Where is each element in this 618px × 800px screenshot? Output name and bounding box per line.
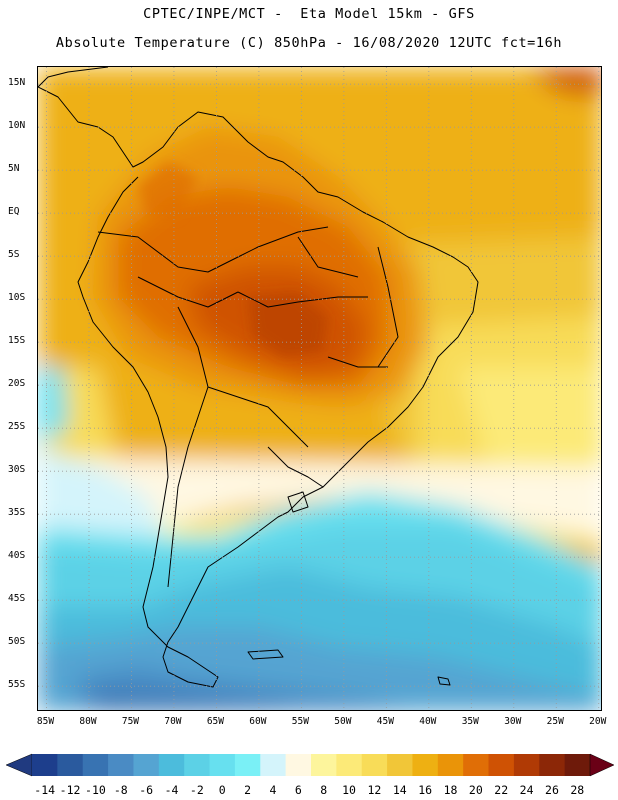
color-scale-bar bbox=[5, 753, 615, 777]
colorbar-swatch bbox=[260, 754, 287, 776]
colorbar-swatch bbox=[133, 754, 160, 776]
border-brazil-bolivia bbox=[237, 291, 368, 308]
colorbar-swatch bbox=[57, 754, 84, 776]
lat-tick-label: 40S bbox=[8, 550, 26, 562]
colorbar-label: -8 bbox=[113, 783, 128, 797]
colorbar-label: 2 bbox=[244, 783, 252, 797]
colorbar-swatch bbox=[158, 754, 185, 776]
lat-tick-label: 45S bbox=[8, 593, 26, 605]
field-ne-corner bbox=[528, 67, 601, 97]
colorbar-swatch bbox=[32, 754, 58, 776]
colorbar-swatch bbox=[387, 754, 413, 776]
colorbar-label: 4 bbox=[269, 783, 277, 797]
colorbar-label: 26 bbox=[545, 783, 559, 797]
colorbar-swatch bbox=[564, 754, 591, 776]
colorbar-swatch bbox=[437, 754, 464, 776]
lat-tick-label: 10S bbox=[8, 292, 26, 304]
colorbar-swatch bbox=[285, 754, 312, 776]
colorbar-label: -4 bbox=[164, 783, 179, 797]
colorbar-swatch bbox=[234, 754, 261, 776]
colorbar-swatch bbox=[412, 754, 439, 776]
lon-tick-label: 60W bbox=[249, 716, 267, 727]
colorbar-label: 16 bbox=[418, 783, 433, 797]
border-north bbox=[97, 226, 329, 273]
colorbar-swatch bbox=[361, 754, 388, 776]
title-line-2: Absolute Temperature (C) 850hPa - 16/08/… bbox=[55, 35, 563, 51]
lat-tick-label: 25S bbox=[8, 421, 26, 433]
colorbar-label: 24 bbox=[519, 783, 534, 797]
field-band-24 bbox=[248, 292, 328, 357]
lat-tick-label: 30S bbox=[8, 464, 26, 476]
lon-tick-label: 25W bbox=[546, 716, 564, 727]
lon-tick-label: 45W bbox=[376, 716, 394, 727]
map-panel bbox=[37, 66, 602, 711]
lat-tick-label: 55S bbox=[8, 679, 26, 691]
temperature-map bbox=[38, 67, 601, 710]
lat-tick-label: EQ bbox=[8, 206, 20, 218]
border-brazil-state-2 bbox=[297, 236, 359, 278]
colorbar-label: -10 bbox=[85, 783, 106, 797]
colorbar-label: 22 bbox=[494, 783, 509, 797]
colorbar-label: -14 bbox=[34, 783, 56, 797]
colorbar-swatch bbox=[488, 754, 515, 776]
colorbar-label: 14 bbox=[392, 783, 407, 797]
colorbar-swatch bbox=[311, 754, 337, 776]
colorbar-swatch bbox=[184, 754, 211, 776]
border-brazil-state-1 bbox=[377, 246, 399, 368]
colorbar-label: 8 bbox=[320, 783, 328, 797]
lon-tick-label: 85W bbox=[36, 716, 55, 727]
lon-tick-label: 55W bbox=[291, 716, 309, 727]
colorbar-label: -2 bbox=[189, 783, 204, 797]
colorbar-swatch bbox=[513, 754, 540, 776]
lon-tick-label: 70W bbox=[164, 716, 182, 727]
colorbar-label: 10 bbox=[342, 783, 356, 797]
colorbar-label: 18 bbox=[443, 783, 458, 797]
lon-tick-label: 30W bbox=[504, 716, 522, 727]
colorbar-high-arrow bbox=[589, 753, 615, 777]
lon-tick-label: 80W bbox=[79, 716, 97, 727]
field-band-m08 bbox=[98, 692, 288, 710]
island-falklands bbox=[247, 649, 284, 660]
colorbar-swatch bbox=[463, 754, 490, 776]
lon-tick-label: 40W bbox=[419, 716, 437, 727]
island-south bbox=[437, 676, 451, 686]
coastline-main bbox=[38, 86, 479, 688]
lon-tick-label: 65W bbox=[206, 716, 224, 727]
colorbar-swatch bbox=[209, 754, 236, 776]
lat-tick-label: 10N bbox=[8, 120, 26, 132]
lat-tick-label: 5N bbox=[8, 163, 20, 175]
border-uruguay bbox=[267, 446, 324, 488]
colorbar-label: 20 bbox=[468, 783, 483, 797]
border-paraguay bbox=[207, 386, 309, 448]
field-band-andes-north bbox=[138, 162, 198, 217]
lat-tick-label: 50S bbox=[8, 636, 26, 648]
colorbar-swatch bbox=[336, 754, 363, 776]
lat-tick-label: 15S bbox=[8, 335, 26, 347]
lat-tick-label: 15N bbox=[8, 77, 26, 89]
lat-tick-label: 35S bbox=[8, 507, 26, 519]
lon-tick-label: 75W bbox=[121, 716, 140, 727]
colorbar-label: 12 bbox=[367, 783, 382, 797]
lon-tick-label: 20W bbox=[589, 716, 607, 727]
colorbar-label: -6 bbox=[139, 783, 154, 797]
border-chile-argentina bbox=[167, 306, 209, 588]
lake-patos bbox=[287, 491, 309, 513]
colorbar-swatch bbox=[82, 754, 109, 776]
lat-tick-label: 5S bbox=[8, 249, 20, 261]
colorbar-label: 6 bbox=[294, 783, 302, 797]
colorbar-label: 28 bbox=[570, 783, 585, 797]
title-line-1: CPTEC/INPE/MCT - Eta Model 15km - GFS bbox=[143, 6, 475, 22]
colorbar-label: -12 bbox=[59, 783, 81, 797]
lon-tick-label: 35W bbox=[461, 716, 479, 727]
colorbar-swatch bbox=[539, 754, 566, 776]
field-pacific-north bbox=[38, 367, 68, 447]
colorbar-label: 0 bbox=[218, 783, 226, 797]
colorbar-swatch bbox=[108, 754, 134, 776]
lat-tick-label: 20S bbox=[8, 378, 26, 390]
lon-tick-label: 50W bbox=[334, 716, 352, 727]
colorbar-low-arrow bbox=[5, 753, 33, 777]
coastline-north bbox=[38, 67, 109, 88]
border-brazil-state-3 bbox=[327, 356, 388, 368]
